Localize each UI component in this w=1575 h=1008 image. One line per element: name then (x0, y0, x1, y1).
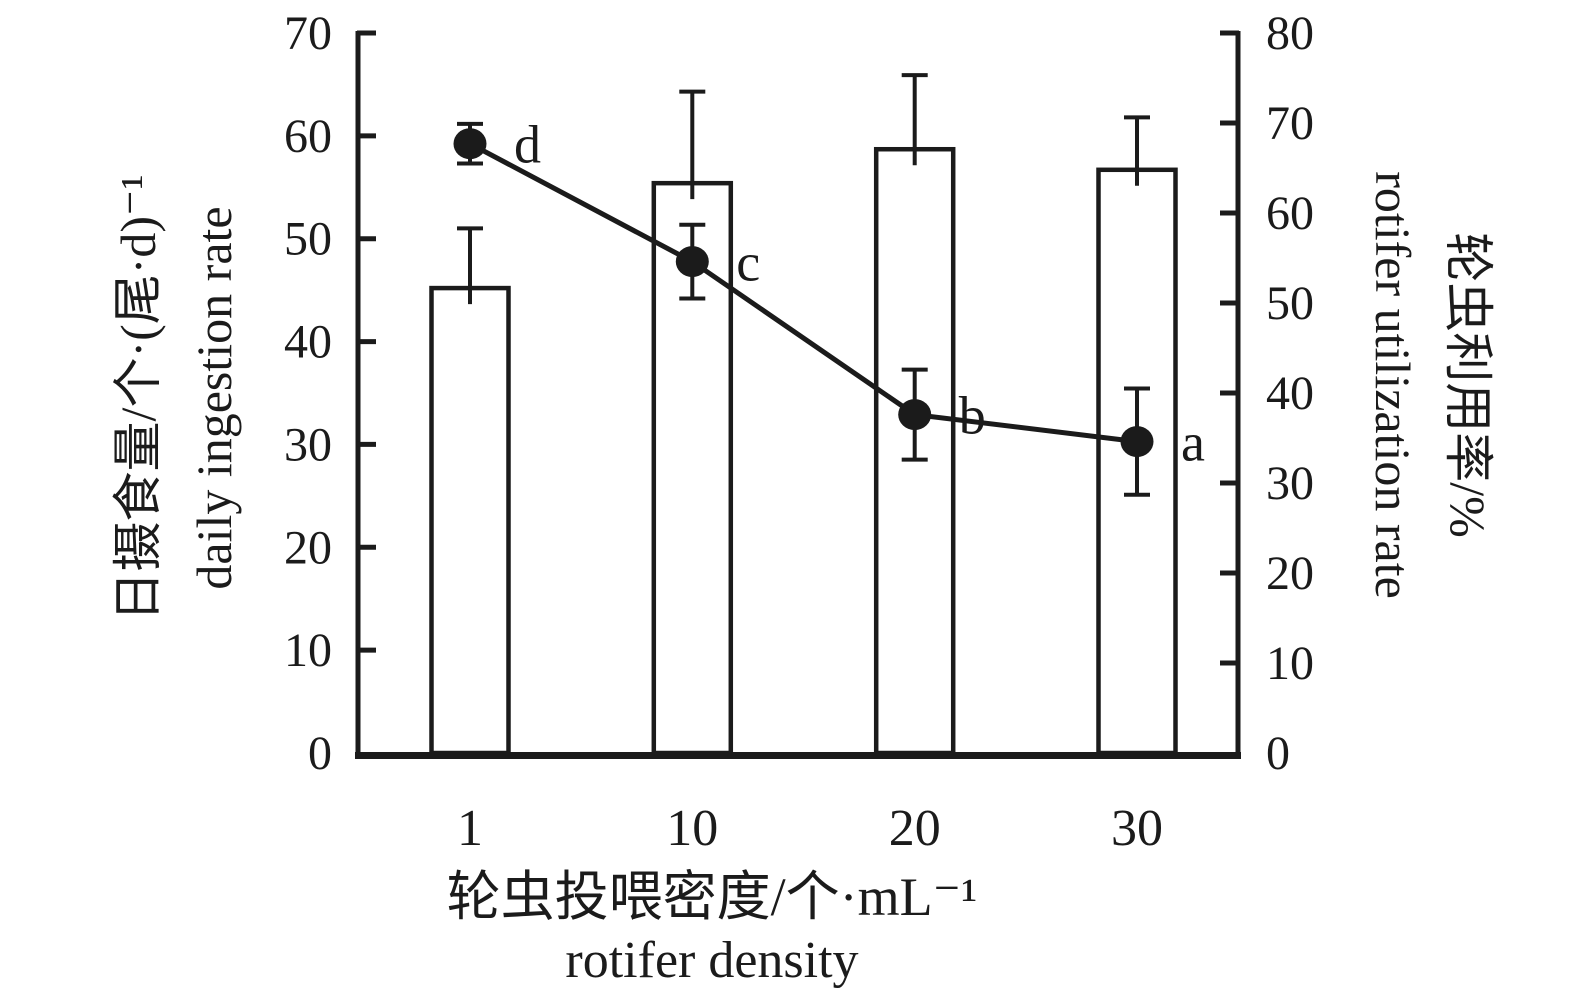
right-axis-tick-label: 10 (1266, 637, 1314, 690)
left-axis-tick-label: 60 (284, 110, 332, 163)
utilization-line (468, 141, 1138, 445)
point-label-d: d (514, 115, 541, 175)
x-axis-tick-label: 30 (1111, 800, 1163, 857)
right-axis-title-en: rotifer utilization rate (1365, 171, 1421, 599)
line-point-d (453, 128, 487, 160)
right-axis-tick-label: 60 (1266, 187, 1314, 240)
right-axis-tick-label: 70 (1266, 97, 1314, 150)
right-axis-tick-label: 40 (1266, 367, 1314, 420)
left-axis-tick-label: 10 (284, 624, 332, 677)
left-axis-title-en: daily ingestion rate (186, 206, 242, 590)
point-label-b: b (959, 386, 986, 446)
right-axis-title: 轮虫利用率/% rotifer utilization rate (1355, 65, 1505, 705)
right-axis-tick-label: 50 (1266, 277, 1314, 330)
x-axis-tick-label: 1 (457, 800, 483, 857)
x-axis-tick-label: 10 (666, 800, 718, 857)
x-axis-title: 轮虫投喂密度/个·mL⁻¹ rotifer density (262, 866, 1162, 998)
x-axis-title-en: rotifer density (565, 932, 859, 989)
left-axis-tick-label: 50 (284, 213, 332, 266)
left-axis-tick-label: 40 (284, 316, 332, 369)
point-label-c: c (736, 233, 760, 293)
left-axis-tick-label: 70 (284, 7, 332, 60)
bar-1 (429, 285, 511, 756)
line-point-a (1120, 426, 1154, 458)
point-label-a: a (1181, 413, 1205, 473)
right-axis-tick-label: 80 (1266, 7, 1314, 60)
x-axis-tick-label: 20 (889, 800, 941, 857)
line-point-c (675, 246, 709, 278)
left-axis-title-zh: 日摄食量/个·(尾·d)⁻¹ (110, 174, 166, 622)
right-axis-title-zh: 轮虫利用率/% (1440, 232, 1496, 538)
x-axis-title-zh: 轮虫投喂密度/个·mL⁻¹ (446, 867, 978, 927)
right-axis-tick-label: 30 (1266, 457, 1314, 510)
left-axis-tick-label: 30 (284, 418, 332, 471)
left-axis-title: 日摄食量/个·(尾·d)⁻¹ daily ingestion rate (100, 88, 252, 708)
left-axis-tick-label: 0 (308, 727, 332, 780)
line-point-b (898, 399, 932, 431)
right-axis-tick-label: 0 (1266, 727, 1290, 780)
right-axis-tick-label: 20 (1266, 547, 1314, 600)
left-axis-tick-label: 20 (284, 521, 332, 574)
